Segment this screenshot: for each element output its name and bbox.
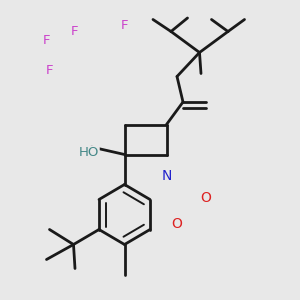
Text: F: F bbox=[121, 19, 128, 32]
Text: F: F bbox=[43, 34, 50, 47]
Text: HO: HO bbox=[78, 146, 99, 160]
Text: O: O bbox=[172, 217, 182, 230]
Text: F: F bbox=[71, 25, 79, 38]
Text: N: N bbox=[161, 169, 172, 182]
Text: F: F bbox=[46, 64, 53, 77]
Text: O: O bbox=[200, 191, 211, 205]
